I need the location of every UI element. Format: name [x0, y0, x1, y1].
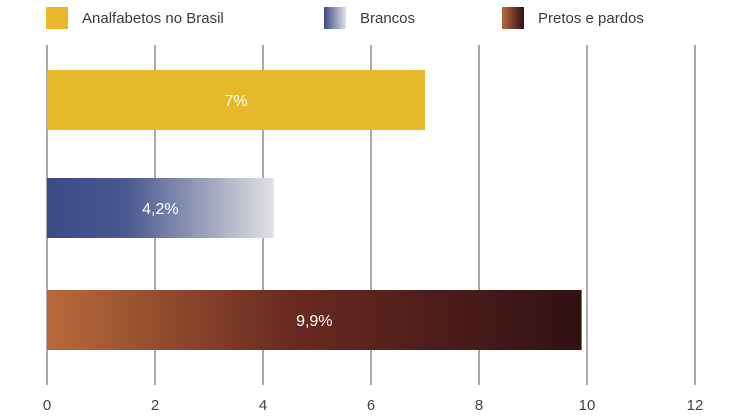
- value-label-analfabetos: 7%: [224, 93, 247, 110]
- bar-brancos: [47, 178, 274, 238]
- x-tick-label-3: 6: [367, 397, 375, 414]
- x-tick-label-4: 8: [475, 397, 483, 414]
- x-tick-label-1: 2: [151, 397, 159, 414]
- legend-label-analfabetos: Analfabetos no Brasil: [82, 9, 224, 27]
- x-axis-ticks: 0 2 4 6 8 10 12: [43, 397, 704, 414]
- legend-label-pretos-e-pardos: Pretos e pardos: [538, 9, 644, 27]
- value-label-pretos-e-pardos: 9,9%: [296, 313, 332, 330]
- value-label-brancos: 4,2%: [142, 201, 178, 218]
- x-tick-label-0: 0: [43, 397, 51, 414]
- legend-item-analfabetos: Analfabetos no Brasil: [46, 6, 224, 30]
- bar-analfabetos: [47, 70, 425, 130]
- x-tick-label-2: 4: [259, 397, 267, 414]
- legend-swatch-analfabetos: [46, 7, 68, 29]
- value-labels: 7% 4,2% 9,9%: [142, 93, 332, 330]
- bars: [47, 70, 582, 350]
- x-tick-label-5: 10: [579, 397, 596, 414]
- legend-item-brancos: Brancos: [324, 6, 415, 30]
- legend-item-pretos-e-pardos: Pretos e pardos: [502, 6, 644, 30]
- bar-pretos-e-pardos: [47, 290, 582, 350]
- legend-label-brancos: Brancos: [360, 9, 416, 27]
- x-tick-label-6: 12: [687, 397, 704, 414]
- legend-swatch-brancos: [324, 7, 346, 29]
- legend-swatch-pretos-e-pardos: [502, 7, 524, 29]
